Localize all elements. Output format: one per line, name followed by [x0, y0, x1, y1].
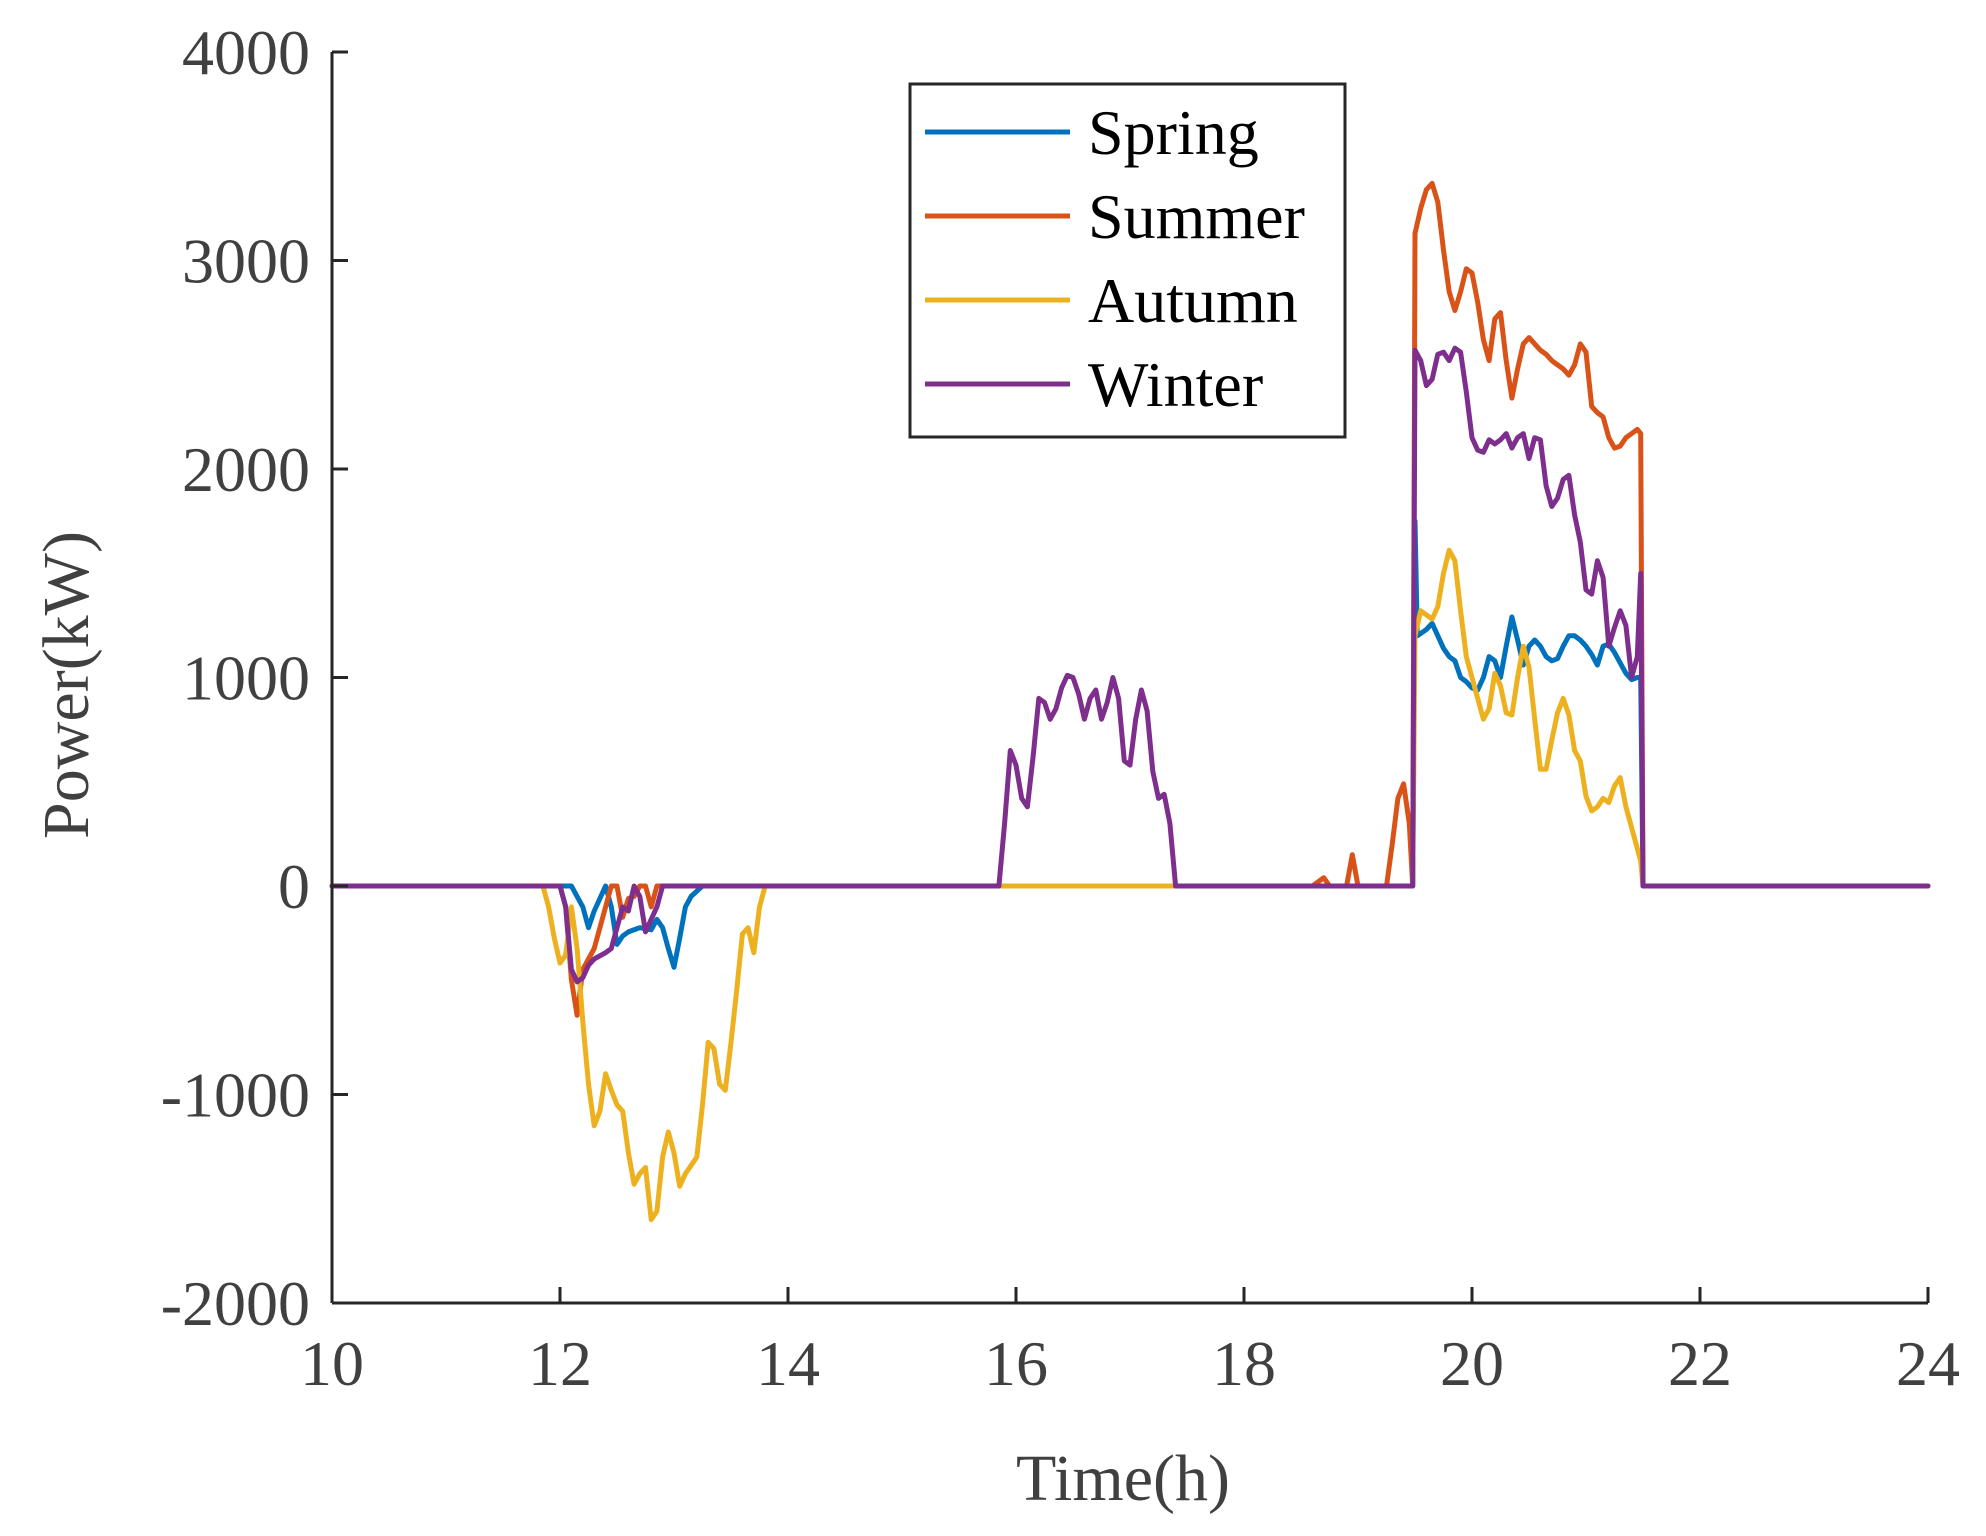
axes: [330, 50, 1930, 1305]
legend: Spring Summer Autumn Winter: [908, 82, 1347, 439]
x-tick-label: 20: [1440, 1328, 1504, 1399]
legend-label-summer: Summer: [1088, 181, 1305, 252]
tick-labels: 10 12 14 16 18 20 22 24 -2000 -1000 0 1000 2000 3000 4…: [161, 17, 1960, 1399]
x-tick-label: 14: [756, 1328, 820, 1399]
legend-box: [908, 82, 1347, 439]
y-tick-label: -2000: [161, 1268, 310, 1339]
y-tick-label: 4000: [182, 17, 310, 88]
x-tick-label: 24: [1896, 1328, 1960, 1399]
x-tick-label: 10: [300, 1328, 364, 1399]
y-tick-label: -1000: [161, 1060, 310, 1131]
y-tick-label: 1000: [182, 643, 310, 714]
legend-label-autumn: Autumn: [1088, 265, 1298, 336]
legend-label-spring: Spring: [1088, 97, 1259, 168]
y-tick-label: 2000: [182, 434, 310, 505]
x-tick-label: 18: [1212, 1328, 1276, 1399]
x-tick-label: 12: [528, 1328, 592, 1399]
y-axis-title: Power(kW): [30, 531, 103, 839]
y-tick-label: 0: [278, 851, 310, 922]
series-line-winter: [329, 345, 1931, 985]
legend-items: Spring Summer Autumn Winter: [925, 97, 1305, 420]
x-axis-title: Time(h): [1016, 1442, 1230, 1515]
series-layer: [329, 180, 1931, 1223]
x-tick-label: 22: [1668, 1328, 1732, 1399]
y-tick-label: 3000: [182, 226, 310, 297]
x-tick-label: 16: [984, 1328, 1048, 1399]
series-line-spring: [329, 518, 1931, 970]
legend-label-winter: Winter: [1088, 349, 1263, 420]
